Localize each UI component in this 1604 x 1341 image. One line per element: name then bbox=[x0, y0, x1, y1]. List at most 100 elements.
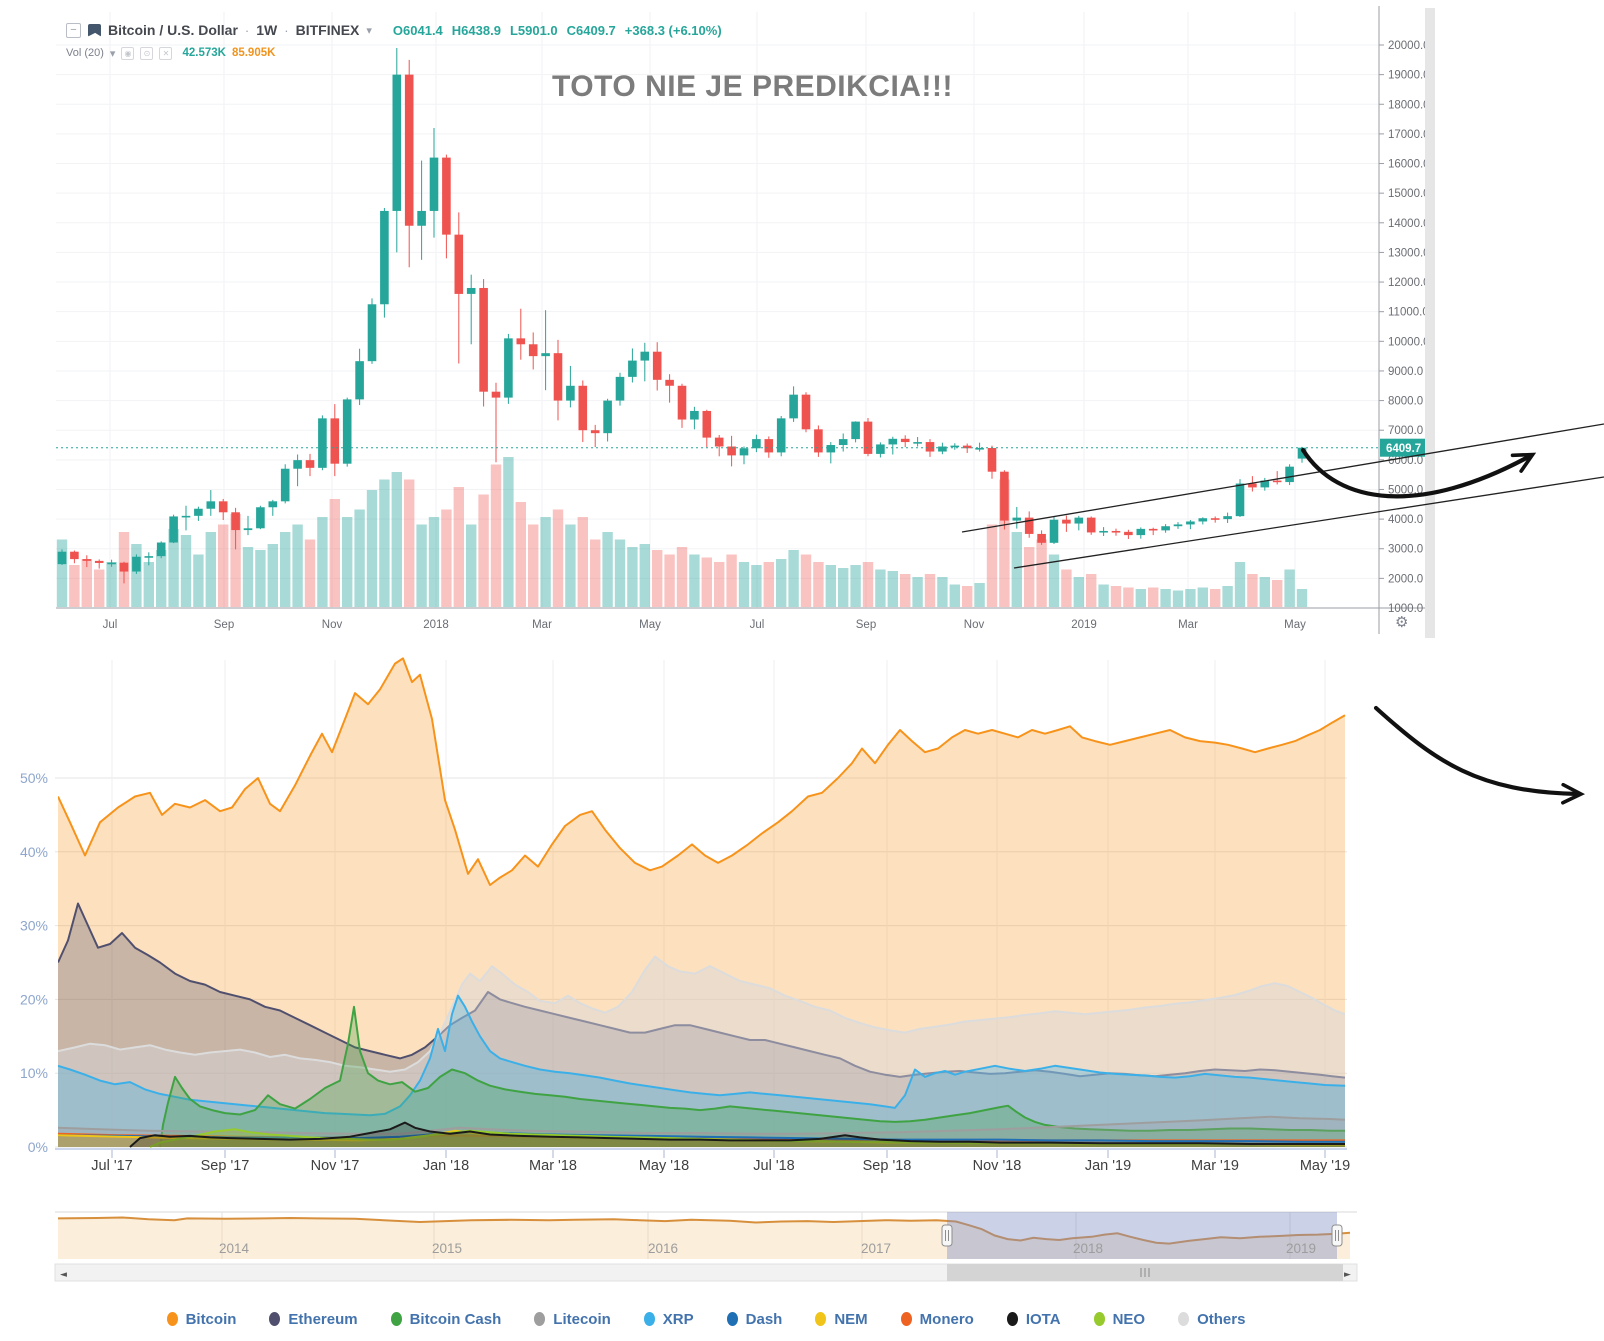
series-area-nem bbox=[58, 1130, 1345, 1147]
volume-bar bbox=[1086, 574, 1097, 607]
price-tick-label: 18000.0 bbox=[1388, 99, 1430, 111]
volume-bar bbox=[69, 565, 80, 607]
legend-item-iota[interactable]: IOTA bbox=[1006, 1311, 1061, 1328]
separator-dot: · bbox=[284, 22, 289, 38]
volume-bar bbox=[751, 565, 762, 607]
volume-indicator-label[interactable]: Vol (20) bbox=[66, 47, 104, 59]
candle bbox=[454, 212, 464, 364]
navigator-handle-left[interactable] bbox=[941, 1224, 953, 1247]
navigator-selected-range[interactable] bbox=[947, 1212, 1337, 1259]
legend-item-others[interactable]: Others bbox=[1178, 1311, 1245, 1328]
indicator-settings-icon[interactable]: ⊙ bbox=[140, 46, 154, 60]
volume-bar bbox=[230, 514, 241, 607]
legend-dot-icon bbox=[726, 1312, 738, 1326]
candle bbox=[107, 559, 116, 567]
volume-bar bbox=[714, 562, 725, 607]
legend-item-neo[interactable]: NEO bbox=[1093, 1311, 1145, 1328]
legend-item-bitcoin-cash[interactable]: Bitcoin Cash bbox=[390, 1311, 501, 1328]
candle bbox=[504, 333, 513, 404]
candle bbox=[466, 274, 476, 345]
candle bbox=[938, 442, 947, 455]
legend-item-nem[interactable]: NEM bbox=[815, 1311, 868, 1328]
volume-bar bbox=[540, 517, 551, 607]
legend-item-xrp[interactable]: XRP bbox=[643, 1310, 694, 1328]
volume-bar bbox=[156, 550, 167, 607]
candle bbox=[665, 374, 674, 403]
volume-bar bbox=[106, 562, 117, 607]
candle bbox=[119, 561, 129, 584]
volume-bar bbox=[81, 559, 92, 607]
interval-label[interactable]: 1W bbox=[256, 22, 278, 38]
scroll-right-icon[interactable]: ► bbox=[1344, 1270, 1351, 1280]
candle bbox=[94, 559, 104, 569]
x-tick-label: Jan '19 bbox=[1085, 1158, 1131, 1174]
time-scale[interactable]: Jul Sep Nov 2018 Mar May Jul Sep Nov 2019 Mar May bbox=[103, 619, 1306, 631]
series-line-bitcoin bbox=[58, 657, 1346, 886]
candle bbox=[925, 439, 935, 457]
legend-dot-icon bbox=[815, 1312, 827, 1326]
open-value: O6041.4 bbox=[392, 22, 443, 38]
volume-bar bbox=[1185, 589, 1196, 607]
legend-item-litecoin[interactable]: Litecoin bbox=[534, 1311, 611, 1328]
symbol-title[interactable]: Bitcoin / U.S. Dollar bbox=[108, 22, 238, 38]
volume-bar bbox=[528, 524, 539, 607]
series-flag-icon bbox=[88, 23, 101, 37]
collapse-icon[interactable]: − bbox=[66, 22, 81, 38]
legend: Bitcoin Ethereum Bitcoin Cash Litecoin XRP Da… bbox=[55, 1303, 1357, 1335]
volume-bar bbox=[56, 539, 68, 607]
x-tick-label: May '18 bbox=[639, 1158, 689, 1174]
volume-bars bbox=[56, 457, 1308, 607]
candle bbox=[355, 348, 364, 406]
volume-bar bbox=[1210, 589, 1221, 607]
volume-bar bbox=[1073, 577, 1084, 607]
legend-item-bitcoin[interactable]: Bitcoin bbox=[166, 1310, 237, 1328]
y-tick-label: 20% bbox=[20, 991, 48, 1007]
volume-bar bbox=[1296, 589, 1308, 607]
volume-bar bbox=[317, 517, 328, 607]
y-tick-label: 0% bbox=[28, 1139, 48, 1155]
chevron-down-icon[interactable]: ▾ bbox=[366, 24, 372, 37]
candle bbox=[429, 127, 439, 238]
candle bbox=[256, 505, 265, 530]
candle bbox=[652, 342, 662, 391]
volume-bar bbox=[776, 559, 787, 607]
gear-icon[interactable]: ⚙ bbox=[1395, 613, 1409, 631]
remove-indicator-icon[interactable]: ✕ bbox=[159, 46, 173, 60]
candle bbox=[280, 464, 290, 504]
volume-bar bbox=[1135, 589, 1146, 607]
horizontal-scrollbar[interactable]: ◄ ► bbox=[54, 1263, 1358, 1282]
price-tick-label: 2000.0 bbox=[1388, 573, 1423, 585]
candle bbox=[70, 550, 79, 564]
candle bbox=[380, 207, 389, 318]
volume-bar bbox=[924, 574, 936, 607]
legend-label: Bitcoin bbox=[185, 1310, 237, 1328]
volume-bar bbox=[255, 550, 266, 607]
candle bbox=[553, 339, 563, 421]
low-value: L5901.0 bbox=[509, 22, 558, 38]
hide-indicator-icon[interactable]: ◉ bbox=[121, 46, 135, 60]
scroll-left-icon[interactable]: ◄ bbox=[60, 1270, 67, 1280]
widget-scrollbar[interactable] bbox=[1425, 8, 1435, 638]
volume-bar bbox=[1284, 569, 1295, 607]
legend-item-ethereum[interactable]: Ethereum bbox=[269, 1311, 358, 1328]
chevron-down-icon[interactable]: ▾ bbox=[109, 47, 116, 60]
ohlc-readout: O6041.4 H6438.9 L5901.0 C6409.7 +368.3 (… bbox=[393, 23, 722, 38]
exchange-label[interactable]: BITFINEX bbox=[295, 22, 360, 38]
price-tick-label: 16000.0 bbox=[1388, 159, 1430, 171]
candle bbox=[367, 298, 377, 364]
candle bbox=[702, 409, 712, 448]
volume-bar bbox=[1036, 539, 1047, 607]
chart-header: − Bitcoin / U.S. Dollar · 1W · BITFINEX … bbox=[66, 20, 722, 62]
navigator[interactable]: 2014 2015 2016 2017 2018 2019 bbox=[55, 1211, 1357, 1259]
price-tick-label: 1000.0 bbox=[1388, 603, 1423, 615]
volume-bar bbox=[900, 574, 911, 607]
navigator-handle-right[interactable] bbox=[1331, 1224, 1343, 1247]
candle bbox=[888, 436, 898, 455]
legend-item-monero[interactable]: Monero bbox=[900, 1311, 974, 1328]
legend-item-dash[interactable]: Dash bbox=[726, 1311, 782, 1328]
volume-bar bbox=[813, 562, 824, 607]
legend-label: XRP bbox=[662, 1310, 694, 1328]
y-tick-label: 50% bbox=[20, 770, 48, 786]
